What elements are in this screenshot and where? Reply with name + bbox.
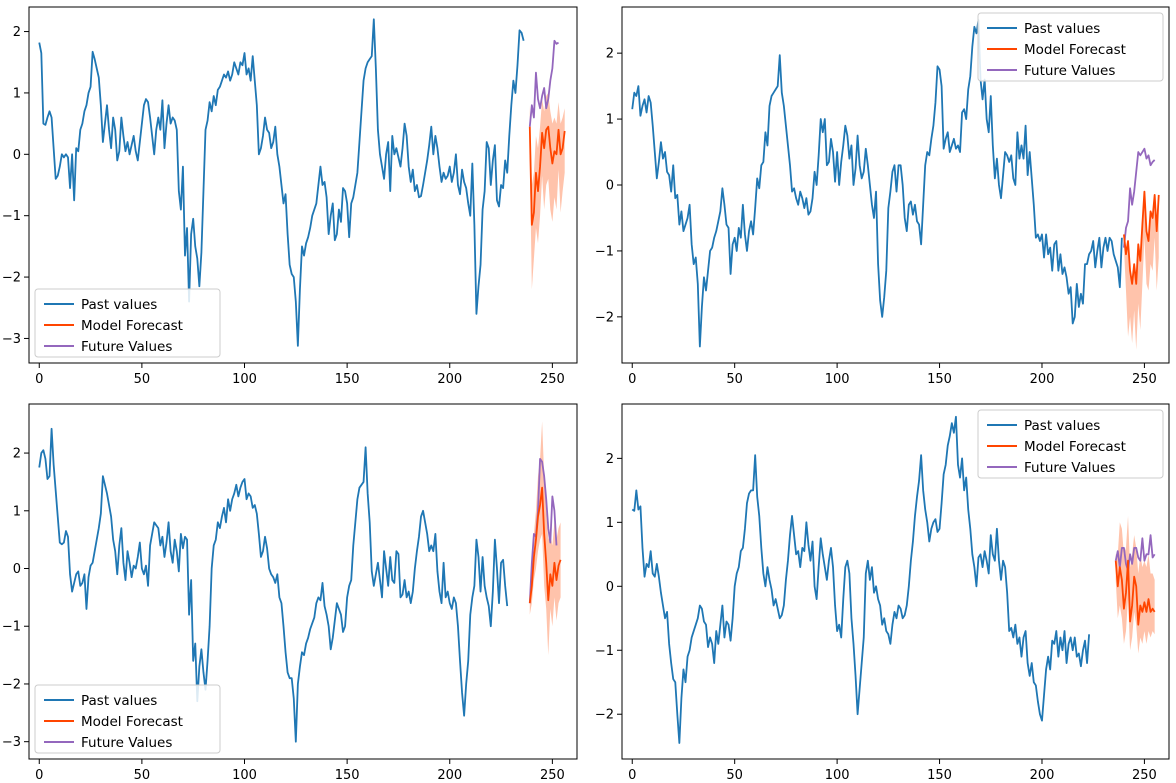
past-values-line xyxy=(38,18,525,347)
y-tick-label: 2 xyxy=(13,25,21,40)
subplot-1: 0 50 100 150 200 250 −3 −2 −1 0 1 2 Past values Model… xyxy=(2,6,578,387)
legend-label-past-values: Past values xyxy=(81,297,157,313)
y-tick-label: −1 xyxy=(2,209,21,224)
x-tick-label: 150 xyxy=(335,372,360,387)
y-tick-label: −3 xyxy=(2,332,21,347)
y-tick-label: −2 xyxy=(595,708,614,723)
x-tick-label: 50 xyxy=(134,372,151,387)
legend: Past values Model Forecast Future Values xyxy=(34,684,221,754)
plot-area xyxy=(631,415,1156,744)
y-tick-label: −1 xyxy=(2,620,21,635)
x-tick-label: 200 xyxy=(1030,768,1055,783)
legend-label-future-values: Future Values xyxy=(1024,460,1115,476)
x-tick-label: 50 xyxy=(134,768,151,783)
y-tick-label: −3 xyxy=(2,735,21,750)
x-tick-label: 0 xyxy=(628,372,636,387)
x-tick-label: 200 xyxy=(1030,372,1055,387)
past-values-line xyxy=(38,427,509,743)
y-tick-label: 1 xyxy=(13,504,21,519)
legend: Past values Model Forecast Future Values xyxy=(977,12,1164,82)
model-forecast-line xyxy=(1123,190,1160,285)
x-tick-label: 0 xyxy=(35,768,43,783)
past-values-line xyxy=(631,19,1123,348)
legend: Past values Model Forecast Future Values xyxy=(977,409,1164,479)
subplot-3: 0 50 100 150 200 250 −3 −2 −1 0 1 2 Past values Model… xyxy=(2,403,578,783)
legend-label-model-forecast: Model Forecast xyxy=(1024,439,1126,455)
y-tick-label: 2 xyxy=(606,47,614,62)
legend-label-model-forecast: Model Forecast xyxy=(81,318,183,334)
legend-frame xyxy=(34,684,221,754)
forecast-band xyxy=(529,92,565,290)
axes-frame xyxy=(621,403,1170,760)
x-tick-label: 250 xyxy=(540,372,565,387)
x-tick-label: 150 xyxy=(927,372,952,387)
past-values-line xyxy=(631,415,1090,744)
y-tick-label: −2 xyxy=(2,677,21,692)
legend-label-past-values: Past values xyxy=(1024,21,1100,37)
y-tick-label: 0 xyxy=(606,580,614,595)
future-values-line xyxy=(528,457,558,604)
x-tick-label: 50 xyxy=(726,768,743,783)
legend-label-future-values: Future Values xyxy=(1024,63,1115,79)
x-tick-label: 0 xyxy=(35,372,43,387)
x-tick-label: 250 xyxy=(1132,768,1157,783)
future-values-line xyxy=(1123,147,1156,248)
y-tick-label: 2 xyxy=(13,447,21,462)
x-tick-label: 0 xyxy=(628,768,636,783)
legend: Past values Model Forecast Future Values xyxy=(34,288,221,358)
y-tick-label: −1 xyxy=(595,244,614,259)
legend-frame xyxy=(977,12,1164,82)
legend-label-model-forecast: Model Forecast xyxy=(1024,42,1126,58)
x-tick-label: 250 xyxy=(540,768,565,783)
subplot-2: 0 50 100 150 200 250 −2 −1 0 1 2 Past values Model F… xyxy=(595,6,1170,387)
legend-label-past-values: Past values xyxy=(81,693,157,709)
x-tick-label: 100 xyxy=(232,768,257,783)
x-tick-label: 200 xyxy=(437,768,462,783)
y-tick-label: 0 xyxy=(13,562,21,577)
y-tick-label: −1 xyxy=(595,644,614,659)
legend-frame xyxy=(977,409,1164,479)
y-tick-label: 1 xyxy=(13,86,21,101)
x-tick-label: 100 xyxy=(825,768,850,783)
x-tick-label: 100 xyxy=(825,372,850,387)
legend-frame xyxy=(34,288,221,358)
plot-area xyxy=(631,19,1160,350)
x-tick-label: 150 xyxy=(927,768,952,783)
legend-label-past-values: Past values xyxy=(1024,418,1100,434)
future-values-line xyxy=(1114,534,1156,572)
y-tick-label: −2 xyxy=(2,271,21,286)
legend-label-future-values: Future Values xyxy=(81,735,172,751)
x-tick-label: 200 xyxy=(437,372,462,387)
x-tick-label: 250 xyxy=(1132,372,1157,387)
axes-frame xyxy=(28,6,578,364)
y-tick-label: 1 xyxy=(606,516,614,531)
y-tick-label: −2 xyxy=(595,310,614,325)
axes-frame xyxy=(28,403,578,760)
future-values-line xyxy=(528,39,559,127)
x-tick-label: 150 xyxy=(335,768,360,783)
y-tick-label: 0 xyxy=(606,179,614,194)
y-tick-label: 2 xyxy=(606,452,614,467)
x-tick-label: 50 xyxy=(726,372,743,387)
plot-area xyxy=(38,18,566,347)
subplot-4: 0 50 100 150 200 250 −2 −1 0 1 2 Past values Model F… xyxy=(595,403,1170,783)
legend-label-model-forecast: Model Forecast xyxy=(81,714,183,730)
model-forecast-line xyxy=(528,486,562,604)
plot-area xyxy=(38,421,562,743)
y-tick-label: 1 xyxy=(606,113,614,128)
model-forecast-line xyxy=(1114,559,1156,626)
model-forecast-line xyxy=(528,125,566,226)
legend-label-future-values: Future Values xyxy=(81,339,172,355)
y-tick-label: 0 xyxy=(13,148,21,163)
x-tick-label: 100 xyxy=(232,372,257,387)
